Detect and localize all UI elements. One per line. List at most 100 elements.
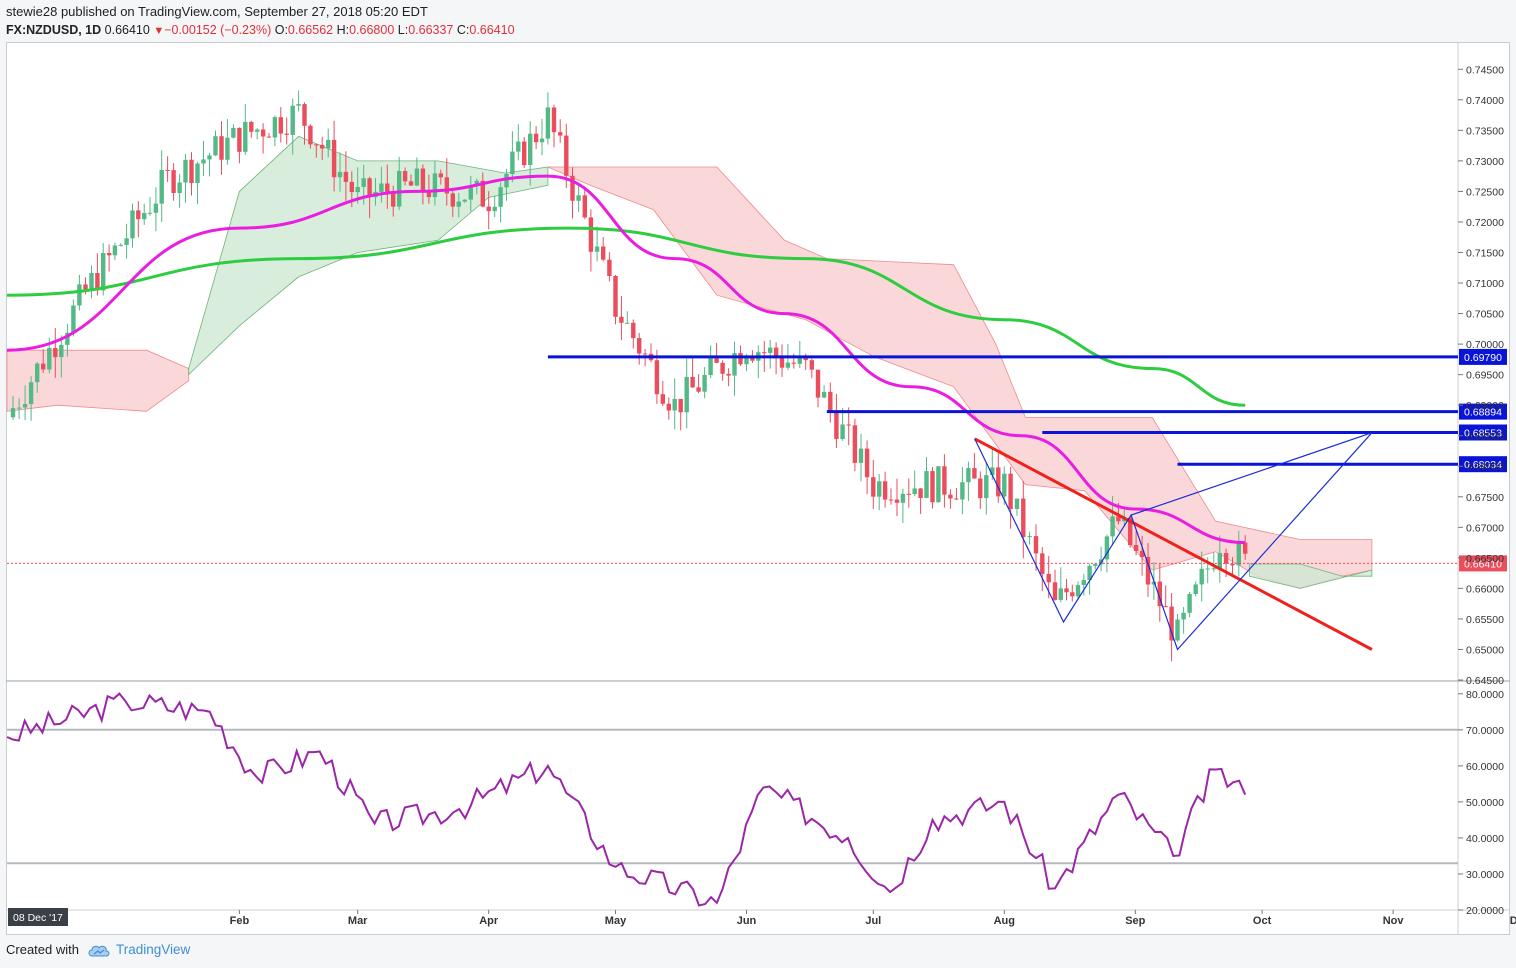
price-tick-label: 0.66500 <box>1466 553 1504 565</box>
candle-body <box>1104 536 1110 560</box>
created-with-text: Created with <box>6 942 79 957</box>
time-tick-label: Sep <box>1125 915 1145 927</box>
candle-body <box>492 206 497 212</box>
candle-body <box>619 316 624 323</box>
candle-body <box>613 276 618 317</box>
candle-body <box>1243 542 1248 554</box>
last-price: 0.66410 <box>104 23 150 37</box>
candle-body <box>1128 517 1133 546</box>
candle-body <box>732 353 737 376</box>
candle-body <box>1116 516 1121 522</box>
candle-body <box>171 170 176 193</box>
candle-body <box>1175 619 1180 641</box>
candle-body <box>828 391 833 411</box>
candle-body <box>432 173 438 198</box>
candle-body <box>942 466 947 495</box>
rsi-tick-label: 20.0000 <box>1466 905 1504 917</box>
candle-body <box>660 394 665 404</box>
ichimoku-cloud <box>6 135 1373 589</box>
candle-body <box>468 185 473 200</box>
publisher-name[interactable]: stewie28 <box>6 4 58 19</box>
candle-body <box>1008 473 1013 509</box>
candle-body <box>726 373 731 376</box>
candle-body <box>744 357 749 365</box>
candle-body <box>183 159 188 183</box>
candle-body <box>426 190 432 198</box>
high-label: H: <box>336 23 350 37</box>
candle-body <box>124 238 129 245</box>
low-value: 0.66337 <box>408 23 454 37</box>
candle-body <box>106 253 112 256</box>
candle-body <box>750 357 755 361</box>
candle-body <box>486 206 491 212</box>
candle-body <box>834 410 839 439</box>
candle-body <box>136 210 141 220</box>
tradingview-logo[interactable]: TradingView <box>87 942 190 957</box>
candle-body <box>900 493 906 503</box>
candle-body <box>960 482 965 500</box>
candle-body <box>498 187 503 207</box>
candle-body <box>379 183 384 192</box>
candle-body <box>290 105 295 135</box>
candle-body <box>71 305 76 333</box>
candle-body <box>894 499 900 503</box>
candle-body <box>65 332 70 345</box>
candle-body <box>528 133 533 165</box>
candle-body <box>1027 536 1032 538</box>
candle-body <box>1052 582 1058 600</box>
price-tick-label: 0.70500 <box>1466 309 1504 321</box>
candle-body <box>249 121 254 132</box>
price-tick-label: 0.71000 <box>1466 278 1504 290</box>
candle-body <box>696 387 701 392</box>
rsi-tick-label: 30.0000 <box>1466 869 1504 881</box>
candle-body <box>1110 516 1115 537</box>
footer: Created with TradingView <box>6 942 190 957</box>
candle-body <box>877 481 882 497</box>
candle-body <box>779 357 785 368</box>
candle-body <box>882 481 888 500</box>
candle-body <box>367 178 372 198</box>
time-tick-label: Apr <box>479 915 499 927</box>
candle-body <box>1075 585 1081 597</box>
price-tick-label: 0.67500 <box>1466 492 1504 504</box>
candle-body <box>278 117 283 134</box>
candle-body <box>1230 563 1235 566</box>
ema-200-line <box>6 226 1246 407</box>
rsi-tick-label: 60.0000 <box>1466 761 1504 773</box>
candle-body <box>972 468 977 479</box>
candle-body <box>996 467 1001 497</box>
down-arrow-icon: ▼ <box>153 25 165 37</box>
ichimoku-bear-cloud <box>547 166 1373 589</box>
price-tick-label: 0.65000 <box>1466 644 1504 656</box>
price-tick-label: 0.64500 <box>1466 675 1504 687</box>
candle-body <box>1040 553 1045 574</box>
candle-body <box>177 182 182 194</box>
candle-body <box>1058 588 1063 600</box>
candle-body <box>1181 612 1186 620</box>
candle-body <box>337 171 343 178</box>
candle-body <box>588 217 594 252</box>
candle-body <box>1223 553 1229 564</box>
level-price-tag <box>1459 348 1507 365</box>
rsi-tick-label: 50.0000 <box>1466 797 1504 809</box>
candle-body <box>95 273 100 291</box>
candle-body <box>89 273 94 291</box>
candle-body <box>35 363 40 383</box>
tradingview-brand[interactable]: TradingView <box>115 942 191 957</box>
candle-body <box>1133 545 1139 551</box>
candle-body <box>1151 581 1157 585</box>
candle-body <box>296 104 301 106</box>
candle-body <box>1217 553 1222 569</box>
downtrend-line <box>973 437 1373 651</box>
candle-body <box>314 144 319 146</box>
candle-body <box>516 141 521 152</box>
time-tick-label: Mar <box>348 915 368 927</box>
candle-body <box>551 107 557 133</box>
price-axis: 0.74500 0.74000 0.73500 0.73000 0.72500 0.720… <box>1458 64 1504 687</box>
price-tick-label: 0.69000 <box>1466 400 1504 412</box>
level-price-label: 0.68553 <box>1464 428 1502 440</box>
candle-body <box>237 127 242 152</box>
candle-body <box>773 347 779 358</box>
candle-body <box>762 352 767 354</box>
